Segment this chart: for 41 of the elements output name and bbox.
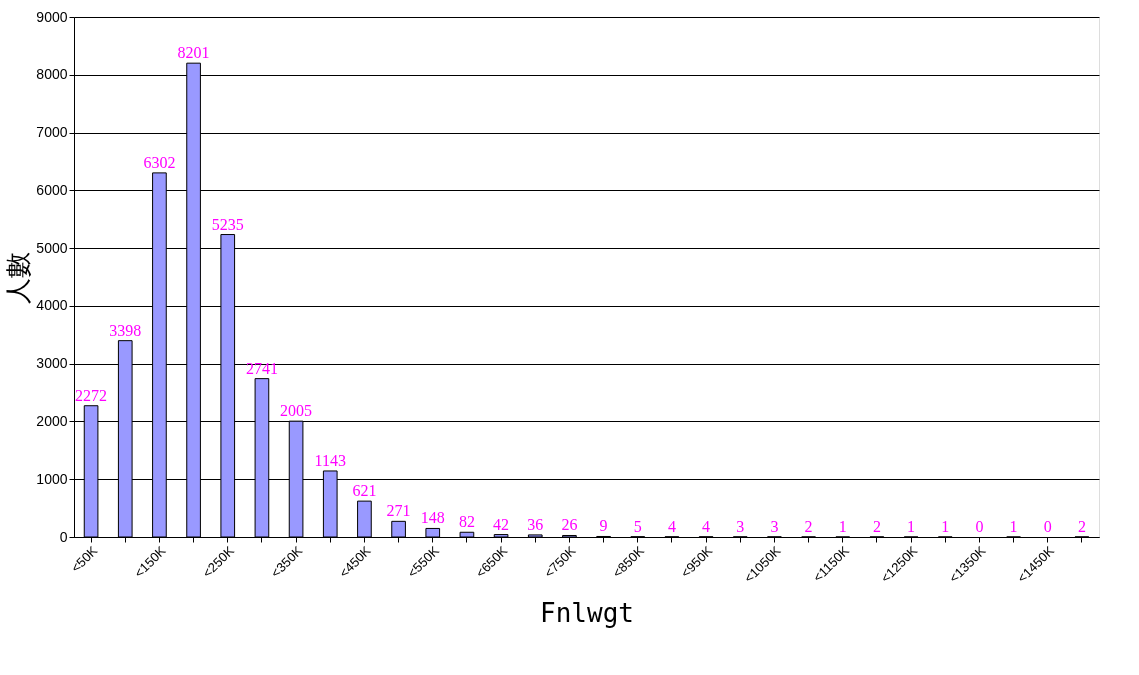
data-label: 4	[702, 517, 711, 535]
data-label: 1	[838, 517, 847, 535]
data-label: 6302	[143, 153, 176, 171]
y-tick-label: 0	[59, 528, 68, 545]
data-label: 8201	[177, 44, 210, 62]
y-tick-label: 9000	[36, 8, 68, 25]
y-tick-label: 1000	[36, 470, 68, 487]
data-label: 0	[975, 518, 984, 535]
y-axis-title: 人數	[3, 251, 34, 304]
data-label: 621	[352, 482, 377, 500]
y-tick-label: 6000	[36, 181, 68, 198]
data-label: 1143	[314, 451, 346, 469]
y-tick-label: 7000	[36, 124, 68, 141]
data-label: 2005	[280, 402, 313, 420]
y-tick-label: 2000	[36, 412, 68, 429]
data-label: 82	[458, 513, 475, 531]
data-label: 2	[804, 517, 813, 535]
data-label: 2	[1077, 517, 1086, 535]
data-label: 5	[633, 517, 642, 535]
x-axis-title: Fnlwgt	[540, 597, 634, 628]
y-tick-label: 5000	[36, 239, 68, 256]
data-label: 5235	[211, 215, 244, 233]
y-tick-label: 8000	[36, 66, 68, 83]
data-label: 148	[420, 509, 445, 527]
data-label: 42	[493, 515, 510, 533]
data-label: 3	[770, 517, 779, 535]
data-label: 271	[386, 502, 411, 520]
y-tick-label: 3000	[36, 355, 68, 372]
data-label: 2	[872, 517, 881, 535]
data-label: 1	[907, 517, 916, 535]
data-label: 2272	[75, 386, 108, 404]
data-label: 3	[736, 517, 745, 535]
data-label: 0	[1043, 518, 1052, 535]
y-tick-label: 4000	[36, 297, 68, 314]
data-label: 9	[599, 517, 608, 535]
data-label: 4	[667, 517, 676, 535]
data-label: 1	[941, 517, 950, 535]
data-label: 3398	[109, 321, 142, 339]
data-label: 36	[527, 515, 544, 533]
data-label: 1	[1009, 517, 1018, 535]
data-label: 26	[561, 516, 578, 534]
